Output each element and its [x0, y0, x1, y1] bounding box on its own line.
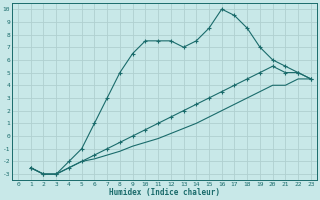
X-axis label: Humidex (Indice chaleur): Humidex (Indice chaleur)	[109, 188, 220, 197]
